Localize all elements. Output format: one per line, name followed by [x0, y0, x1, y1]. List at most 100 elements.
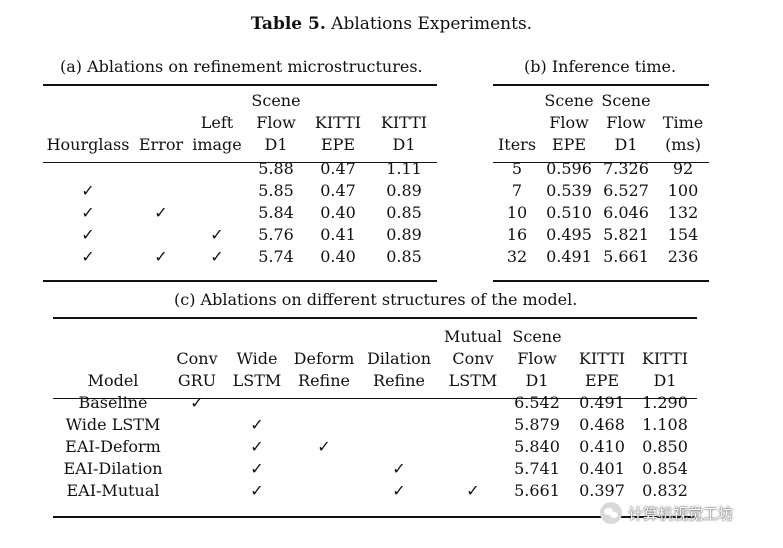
table-b-header-col1-line2: EPE — [551, 135, 587, 154]
subcaption-a: (a) Ablations on refinement microstructu… — [60, 57, 423, 76]
table-c-header-col7-line1: EPE — [584, 371, 620, 390]
table-c-header-col3-line0: Deform — [293, 349, 355, 368]
table-c-check-icon: ✓ — [392, 481, 406, 500]
table-a-cell-r4c3: 5.74 — [258, 247, 294, 266]
table-a-header-col2-line1: image — [192, 135, 242, 154]
table-c-cell-r1c8: 1.108 — [642, 415, 688, 434]
table-b-cell-r4c0: 32 — [506, 247, 528, 266]
table-a-top-rule — [43, 84, 437, 86]
table-a-header-col5-line0: KITTI — [380, 113, 428, 132]
watermark: 计算机视觉工坊 — [600, 500, 770, 526]
table-c-header-col6-line2: D1 — [525, 371, 549, 390]
table-c-check-icon: ✓ — [250, 437, 264, 456]
table-a-cell-r1c5: 0.89 — [386, 181, 422, 200]
table-c-header-col7-line0: KITTI — [578, 349, 626, 368]
table-c-mid-rule — [53, 398, 697, 399]
table-a-check-icon: ✓ — [210, 247, 224, 266]
table-c-check-icon: ✓ — [466, 481, 480, 500]
table-c-cell-r0c8: 1.290 — [642, 393, 688, 412]
subcaption-b: (b) Inference time. — [524, 57, 677, 76]
table-c-header-col5-line1: Conv — [452, 349, 494, 368]
wechat-logo-icon — [600, 502, 622, 524]
table-c-top-rule — [53, 317, 697, 319]
table-a-bottom-rule — [43, 280, 437, 282]
table-b-header-col3-line0: Time — [662, 113, 704, 132]
table-b-cell-r0c2: 7.326 — [603, 159, 649, 178]
table-b-cell-r3c3: 154 — [667, 225, 699, 244]
table-b-cell-r3c0: 16 — [506, 225, 528, 244]
table-b-cell-r2c2: 6.046 — [603, 203, 649, 222]
table-c-check-icon: ✓ — [250, 459, 264, 478]
table-a-cell-r0c4: 0.47 — [320, 159, 356, 178]
table-c-cell-r1c0: Wide LSTM — [65, 415, 161, 434]
table-a-cell-r1c3: 5.85 — [258, 181, 294, 200]
table-c-cell-r4c8: 0.832 — [642, 481, 688, 500]
table-c-check-icon: ✓ — [250, 481, 264, 500]
table-b-cell-r4c1: 0.491 — [546, 247, 592, 266]
table-a-mid-rule — [43, 162, 437, 163]
table-c-cell-r3c6: 5.741 — [514, 459, 560, 478]
table-b-cell-r1c2: 6.527 — [603, 181, 649, 200]
table-b-header-col2-line0: Scene — [601, 91, 651, 110]
table-c-header-col1-line1: GRU — [177, 371, 217, 390]
table-b-cell-r1c1: 0.539 — [546, 181, 592, 200]
table-a-header-col2-line0: Left — [200, 113, 234, 132]
table-a-header-col1-line0: Error — [138, 135, 184, 154]
table-c-cell-r4c7: 0.397 — [579, 481, 625, 500]
table-a-cell-r4c5: 0.85 — [386, 247, 422, 266]
table-a-check-icon: ✓ — [154, 203, 168, 222]
table-a-header-col4-line1: EPE — [320, 135, 356, 154]
table-c-cell-r4c0: EAI-Mutual — [66, 481, 160, 500]
table-c-header-col8-line0: KITTI — [641, 349, 689, 368]
table-c-cell-r3c8: 0.854 — [642, 459, 688, 478]
table-c-cell-r3c7: 0.401 — [579, 459, 625, 478]
table-c-bottom-rule — [53, 516, 697, 518]
table-b-header-col0-line0: Iters — [497, 135, 537, 154]
table-c-cell-r2c6: 5.840 — [514, 437, 560, 456]
table-a-cell-r0c3: 5.88 — [258, 159, 294, 178]
table-a-cell-r2c5: 0.85 — [386, 203, 422, 222]
table-c-header-col1-line0: Conv — [176, 349, 218, 368]
table-c-cell-r0c0: Baseline — [78, 393, 148, 412]
table-b-cell-r3c2: 5.821 — [603, 225, 649, 244]
table-b-cell-r2c3: 132 — [667, 203, 699, 222]
table-b-cell-r0c1: 0.596 — [546, 159, 592, 178]
table-b-bottom-rule — [493, 280, 709, 282]
table-caption-text: Ablations Experiments. — [325, 14, 533, 34]
table-c-header-col4-line0: Dilation — [366, 349, 432, 368]
table-b-header-col1-line1: Flow — [549, 113, 589, 132]
table-c-header-col5-line0: Mutual — [443, 327, 503, 346]
table-a-cell-r4c4: 0.40 — [320, 247, 356, 266]
table-a-header-col3-line1: Flow — [256, 113, 296, 132]
table-c-check-icon: ✓ — [190, 393, 204, 412]
table-a-header-col3-line0: Scene — [251, 91, 301, 110]
table-b-cell-r2c0: 10 — [506, 203, 528, 222]
table-c-cell-r4c6: 5.661 — [514, 481, 560, 500]
table-c-cell-r2c7: 0.410 — [579, 437, 625, 456]
watermark-text: 计算机视觉工坊 — [628, 504, 734, 523]
table-c-header-col8-line1: D1 — [653, 371, 677, 390]
table-c-header-col2-line0: Wide — [236, 349, 278, 368]
table-b-header-col1-line0: Scene — [544, 91, 594, 110]
table-a-cell-r1c4: 0.47 — [320, 181, 356, 200]
table-c-header-col6-line0: Scene — [512, 327, 562, 346]
table-c-header-col2-line1: LSTM — [232, 371, 282, 390]
table-a-cell-r0c5: 1.11 — [386, 159, 422, 178]
table-b-cell-r4c3: 236 — [667, 247, 699, 266]
table-caption-label: Table 5. — [250, 14, 326, 34]
table-b-header-col3-line1: (ms) — [665, 135, 701, 154]
table-c-header-col3-line1: Refine — [298, 371, 350, 390]
table-b-cell-r0c0: 5 — [511, 159, 523, 178]
table-c-header-col0-line0: Model — [87, 371, 139, 390]
table-b-mid-rule — [493, 162, 709, 163]
table-b-top-rule — [493, 84, 709, 86]
table-c-cell-r0c7: 0.491 — [579, 393, 625, 412]
subcaption-c: (c) Ablations on different structures of… — [174, 290, 578, 309]
table-caption: Table 5. Ablations Experiments. — [0, 14, 783, 34]
table-a-check-icon: ✓ — [81, 181, 95, 200]
table-a-check-icon: ✓ — [81, 203, 95, 222]
table-c-cell-r1c6: 5.879 — [514, 415, 560, 434]
table-a-header-col0-line0: Hourglass — [46, 135, 130, 154]
table-b-cell-r2c1: 0.510 — [546, 203, 592, 222]
table-a-check-icon: ✓ — [154, 247, 168, 266]
